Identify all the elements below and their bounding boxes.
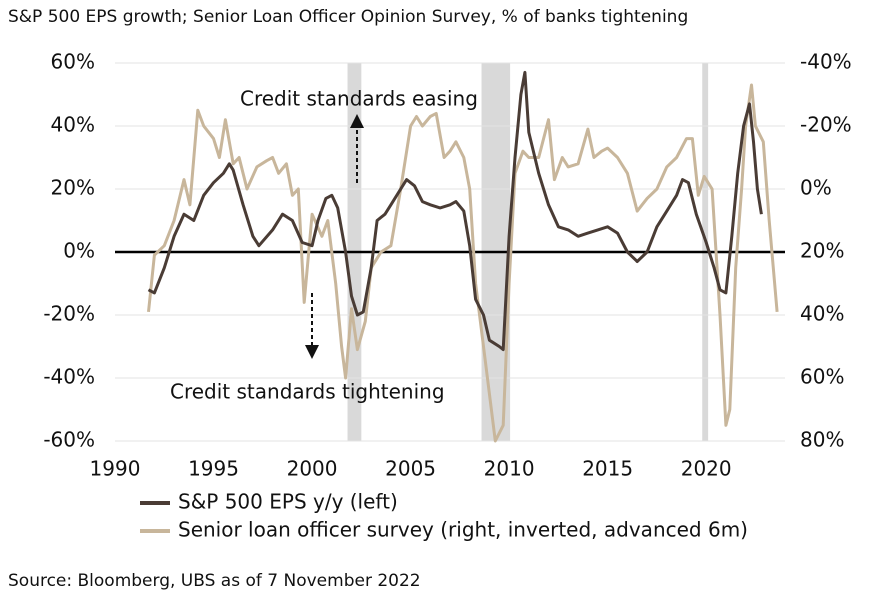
data-line — [147, 70, 763, 352]
legend-label: Senior loan officer survey (right, inver… — [178, 518, 748, 542]
y2-tick-label: -40% — [800, 50, 852, 74]
data-line — [147, 83, 779, 443]
legend-label: S&P 500 EPS y/y (left) — [178, 490, 398, 514]
plot-area: -60% -40% -20% 0% 20% 40% 60% -40% -20% 0% 20% 40% 6… — [43, 50, 851, 481]
x-tick-label: 1990 — [90, 457, 141, 481]
source-note: Source: Bloomberg, UBS as of 7 November … — [8, 571, 421, 591]
y2-tick-label: 20% — [800, 239, 844, 263]
y-tick-label: 0% — [63, 239, 95, 263]
y-tick-label: -40% — [43, 365, 95, 389]
y2-tick-label: 40% — [800, 302, 844, 326]
x-tick-label: 1995 — [188, 457, 239, 481]
x-tick-label: 2020 — [681, 457, 732, 481]
annotation: Credit standards tightening — [170, 380, 445, 404]
chart-title: S&P 500 EPS growth; Senior Loan Officer … — [8, 7, 688, 27]
annotation: Credit standards easing — [240, 87, 478, 111]
x-tick-label: 2000 — [287, 457, 338, 481]
y-tick-label: 60% — [51, 50, 95, 74]
x-tick-label: 2005 — [385, 457, 436, 481]
y-tick-label: -60% — [43, 428, 95, 452]
y-tick-label: 20% — [51, 176, 95, 200]
y2-tick-label: 0% — [800, 176, 832, 200]
y-tick-label: -20% — [43, 302, 95, 326]
y-tick-label: 40% — [51, 113, 95, 137]
y2-tick-label: -20% — [800, 113, 852, 137]
x-tick-label: 2010 — [484, 457, 535, 481]
arrow — [305, 293, 319, 359]
y2-tick-label: 80% — [800, 428, 844, 452]
x-tick-label: 2015 — [582, 457, 633, 481]
arrow — [350, 114, 364, 183]
y2-tick-label: 60% — [800, 365, 844, 389]
